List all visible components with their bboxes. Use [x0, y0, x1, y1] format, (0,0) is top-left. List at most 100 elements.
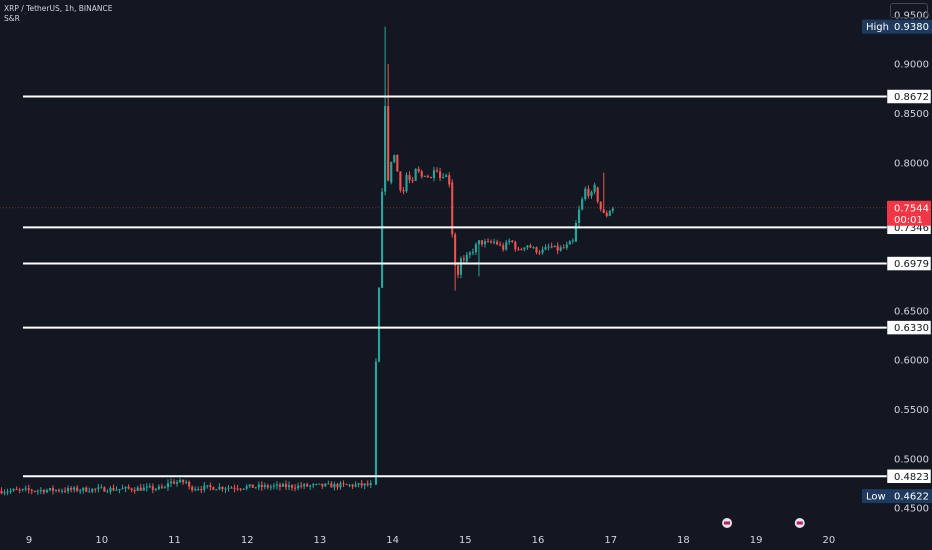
- level-price-tag: [886, 320, 932, 335]
- candle-body: [405, 175, 408, 192]
- candle-body: [142, 487, 145, 491]
- candle-body: [493, 241, 496, 243]
- candle-body: [287, 485, 291, 488]
- candle-body: [263, 485, 266, 488]
- high-label-value: 0.9380: [894, 22, 929, 33]
- candle-body: [374, 361, 378, 485]
- candle-body: [145, 486, 148, 488]
- candle-body: [275, 484, 278, 486]
- candle-body: [103, 487, 106, 492]
- y-tick-label: 0.4500: [894, 504, 929, 515]
- candle-body: [520, 249, 523, 251]
- candle-body: [233, 487, 236, 489]
- candle-body: [553, 245, 556, 248]
- candle-body: [60, 490, 64, 492]
- candle-body: [505, 242, 508, 250]
- event-marker-flag: [796, 521, 803, 525]
- candle-body: [457, 265, 460, 275]
- candle-body: [169, 481, 173, 484]
- candle-body: [157, 486, 160, 489]
- level-price-text: 0.7346: [894, 223, 929, 234]
- candle-body: [248, 484, 251, 487]
- candle-body: [366, 483, 369, 486]
- candle-body: [559, 247, 562, 251]
- candle-body: [0, 490, 3, 494]
- candle-body: [339, 483, 342, 488]
- top-right-control[interactable]: [890, 3, 928, 18]
- level-price-tag: [886, 256, 932, 271]
- candle-body: [82, 487, 85, 491]
- low-label-value: 0.4622: [894, 492, 929, 503]
- candle-body: [541, 249, 544, 253]
- y-tick-label: 0.6500: [894, 306, 929, 317]
- candle-body: [357, 483, 360, 485]
- candle-body: [490, 241, 493, 243]
- time-axis[interactable]: 9 10 11 12 13 14 15 16 17 18 19 20: [26, 535, 835, 546]
- candle-body: [115, 489, 118, 491]
- x-tick-label: 9: [26, 535, 32, 546]
- candle-body: [254, 487, 257, 489]
- candle-body: [511, 240, 514, 242]
- candle-body: [230, 487, 233, 489]
- candle-body: [544, 246, 547, 250]
- candle-body: [587, 188, 590, 196]
- high-label-caption: High: [866, 22, 889, 33]
- candle-body: [605, 212, 608, 216]
- candle-body: [550, 246, 553, 248]
- symbol-title[interactable]: XRP / TetherUS, 1h, BINANCE: [4, 4, 113, 13]
- candle-body: [257, 484, 260, 488]
- candle-body: [9, 490, 12, 492]
- candle-body: [584, 188, 587, 200]
- candle-body: [33, 491, 36, 493]
- candle-body: [118, 489, 121, 491]
- last-price-tag: [887, 200, 931, 226]
- candle-body: [387, 106, 390, 181]
- candle-body: [148, 486, 151, 488]
- candle-body: [51, 488, 55, 491]
- candle-body: [377, 287, 381, 362]
- candle-body: [197, 489, 200, 491]
- study-label[interactable]: S&R: [4, 14, 20, 23]
- candle-body: [303, 484, 306, 487]
- y-tick-label: 0.8000: [894, 158, 929, 169]
- candle-body: [94, 488, 97, 490]
- candle-body: [333, 484, 336, 488]
- candle-body: [399, 171, 402, 191]
- candle-body: [429, 177, 432, 179]
- candle-body: [477, 240, 481, 245]
- candle-body: [462, 258, 465, 260]
- y-tick-label: 0.8500: [894, 109, 929, 120]
- candle-body: [221, 486, 224, 490]
- candle-body: [297, 485, 300, 489]
- candle-body: [432, 170, 436, 178]
- candle-body: [85, 487, 88, 492]
- candle-body: [91, 488, 94, 492]
- candle-body: [284, 484, 288, 488]
- candle-body: [179, 479, 182, 483]
- candle-body: [547, 246, 550, 248]
- candle-body: [396, 155, 399, 172]
- candle-body: [127, 486, 130, 489]
- x-tick-label: 10: [95, 535, 108, 546]
- candle-body: [369, 483, 372, 486]
- candle-body: [281, 484, 285, 487]
- candle-body: [206, 485, 209, 487]
- candle-body: [39, 489, 42, 491]
- level-price-text: 0.8672: [894, 92, 929, 103]
- price-axis[interactable]: 0.9500 0.9000 0.8500 0.8000 0.6500 0.6000 0.55…: [894, 10, 929, 514]
- candle-body: [321, 483, 324, 487]
- candle-body: [100, 487, 103, 489]
- candle-body: [290, 485, 294, 488]
- x-tick-label: 15: [459, 535, 472, 546]
- event-markers[interactable]: [722, 518, 805, 528]
- candle-body: [384, 106, 387, 192]
- x-tick-label: 14: [386, 535, 399, 546]
- candle-body: [27, 488, 30, 491]
- candle-body: [227, 487, 230, 489]
- candle-body: [514, 241, 517, 250]
- candle-body: [454, 234, 457, 266]
- candle-body: [599, 201, 602, 210]
- candle-body: [151, 486, 154, 490]
